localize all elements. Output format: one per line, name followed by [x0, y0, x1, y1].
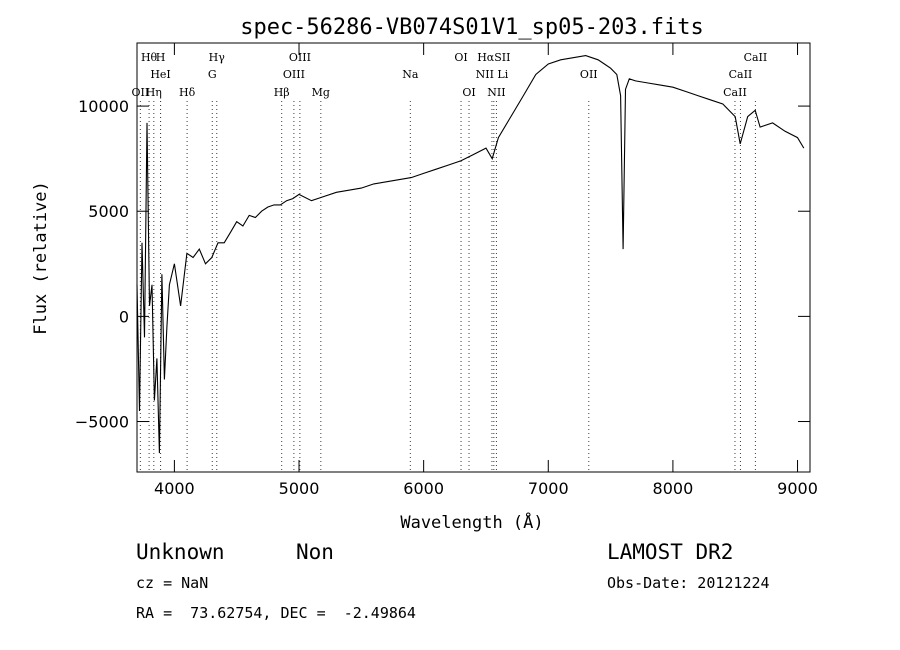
y-ticks-group: −5000 0 5000 10000	[75, 97, 810, 432]
line-marker-label: OII	[132, 86, 150, 99]
y-tick-label: 0	[119, 307, 129, 326]
plot-frame	[136, 42, 811, 473]
x-tick-label: 9000	[777, 479, 818, 498]
line-marker-label: OIII	[289, 51, 311, 64]
survey-name: LAMOST DR2	[607, 540, 734, 564]
spectral-subclass: Non	[296, 540, 334, 564]
line-marker-label: NII Li	[476, 68, 509, 81]
line-marker-label: HαSII	[477, 51, 510, 64]
line-marker-label: Hδ	[179, 86, 196, 99]
line-marker-label: CaII	[723, 86, 747, 99]
line-marker-label: NII	[487, 86, 505, 99]
coordinates: RA = 73.62754, DEC = -2.49864	[136, 604, 416, 622]
line-marker-label: H	[156, 51, 166, 64]
observation-date: Obs-Date: 20121224	[607, 574, 770, 592]
x-tick-label: 4000	[154, 479, 195, 498]
spectral-class: Unknown	[136, 540, 225, 564]
line-marker-label: Mg	[312, 86, 330, 99]
x-ticks-group: 4000 5000 6000 7000 8000 9000	[154, 43, 818, 498]
y-axis-label: Flux (relative)	[31, 181, 51, 335]
redshift-value: cz = NaN	[136, 574, 209, 592]
chart-title: spec-56286-VB074S01V1_sp05-203.fits	[240, 15, 704, 40]
x-tick-label: 5000	[279, 479, 320, 498]
line-marker-label: Hθ	[141, 51, 158, 64]
y-tick-label: 10000	[78, 97, 129, 116]
line-marker-label: HeI	[150, 68, 170, 81]
line-marker-label: Na	[402, 68, 419, 81]
line-marker-label: CaII	[744, 51, 768, 64]
line-marker-label: G	[208, 68, 217, 81]
y-tick-label: −5000	[75, 413, 129, 432]
line-marker-label: OIII	[283, 68, 305, 81]
x-tick-label: 7000	[528, 479, 569, 498]
spectrum-line	[136, 55, 805, 454]
x-tick-label: 8000	[653, 479, 694, 498]
line-marker-label: Hγ	[209, 51, 226, 64]
line-marker-label: Hβ	[274, 86, 290, 99]
line-marker-label: OI	[462, 86, 475, 99]
line-marker-label: OII	[580, 68, 598, 81]
line-markers-group: HθH Hγ OIII OI HαSII CaII HeI G OIII Na NII Li OII C…	[132, 51, 768, 472]
x-tick-label: 6000	[403, 479, 444, 498]
line-marker-label: CaII	[729, 68, 753, 81]
line-marker-label: OI	[454, 51, 467, 64]
y-tick-label: 5000	[88, 202, 129, 221]
line-marker-label: Hη	[146, 86, 162, 99]
x-axis-label: Wavelength (Å)	[400, 511, 543, 533]
